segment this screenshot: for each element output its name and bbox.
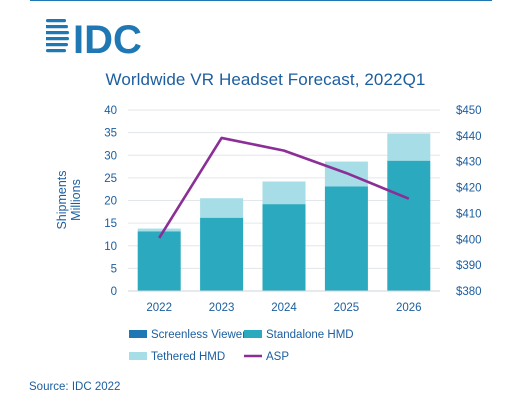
y-axis-right: $380 $390 $400 $410 $420 $430 $440 $450 <box>456 105 482 298</box>
legend-label-asp: ASP <box>266 351 289 363</box>
y2-tick-label: $450 <box>456 105 482 117</box>
legend-label-tethered-hmd: Tethered HMD <box>151 351 225 363</box>
x-tick-label: 2026 <box>396 302 422 314</box>
y-tick-label: 0 <box>111 286 117 298</box>
y-tick-label: 10 <box>104 241 117 253</box>
bar-standalone-hmd <box>137 231 181 291</box>
bar-tethered-hmd <box>387 133 431 161</box>
x-tick-label: 2025 <box>334 302 360 314</box>
y-tick-label: 40 <box>104 105 117 117</box>
bar-standalone-hmd <box>200 217 244 291</box>
y-tick-label: 5 <box>111 263 117 275</box>
y-tick-label: 20 <box>104 196 117 208</box>
y-axis-title: Shipments Millions <box>55 170 83 229</box>
legend-swatch-tethered-hmd <box>129 352 147 360</box>
y-axis-left: 0 5 10 15 20 25 30 35 40 <box>104 105 117 298</box>
x-tick-label: 2024 <box>271 302 297 314</box>
y-tick-label: 35 <box>104 128 117 140</box>
bar-tethered-hmd <box>262 181 306 205</box>
bar-tethered-hmd <box>137 228 181 232</box>
y2-tick-label: $430 <box>456 157 482 169</box>
bar-standalone-hmd <box>262 204 306 291</box>
y-tick-label: 30 <box>104 150 117 162</box>
y2-tick-label: $400 <box>456 234 482 246</box>
y-axis-label-line2: Millions <box>69 179 83 221</box>
logo-text: IDC <box>73 18 142 60</box>
y2-tick-label: $390 <box>456 260 482 272</box>
bars <box>137 133 431 291</box>
legend-label-screenless-viewer: Screenless Viewer <box>151 329 246 341</box>
y2-tick-label: $420 <box>456 183 482 195</box>
bar-standalone-hmd <box>324 186 368 291</box>
y-tick-label: 15 <box>104 218 117 230</box>
y2-tick-label: $440 <box>456 131 482 143</box>
asp-line-path <box>158 136 410 239</box>
bar-standalone-hmd <box>387 160 431 291</box>
header-divider <box>30 0 492 1</box>
asp-line <box>158 136 410 239</box>
logo-stripes <box>46 19 69 53</box>
legend-swatch-standalone-hmd <box>244 330 262 338</box>
y2-tick-label: $410 <box>456 208 482 220</box>
bar-tethered-hmd <box>200 198 244 218</box>
x-tick-label: 2023 <box>209 302 235 314</box>
chart-title: Worldwide VR Headset Forecast, 2022Q1 <box>105 70 426 89</box>
x-tick-label: 2022 <box>146 302 172 314</box>
legend-label-standalone-hmd: Standalone HMD <box>266 329 354 341</box>
y-tick-label: 25 <box>104 173 117 185</box>
legend: Screenless Viewer Standalone HMD Tethered … <box>129 329 354 363</box>
y2-tick-label: $380 <box>456 286 482 298</box>
legend-swatch-screenless-viewer <box>129 330 147 338</box>
source-note: Source: IDC 2022 <box>29 381 121 393</box>
y-axis-label-line1: Shipments <box>55 170 69 229</box>
x-axis: 2022 2023 2024 2025 2026 <box>128 290 440 314</box>
idc-logo: IDC <box>46 18 142 60</box>
